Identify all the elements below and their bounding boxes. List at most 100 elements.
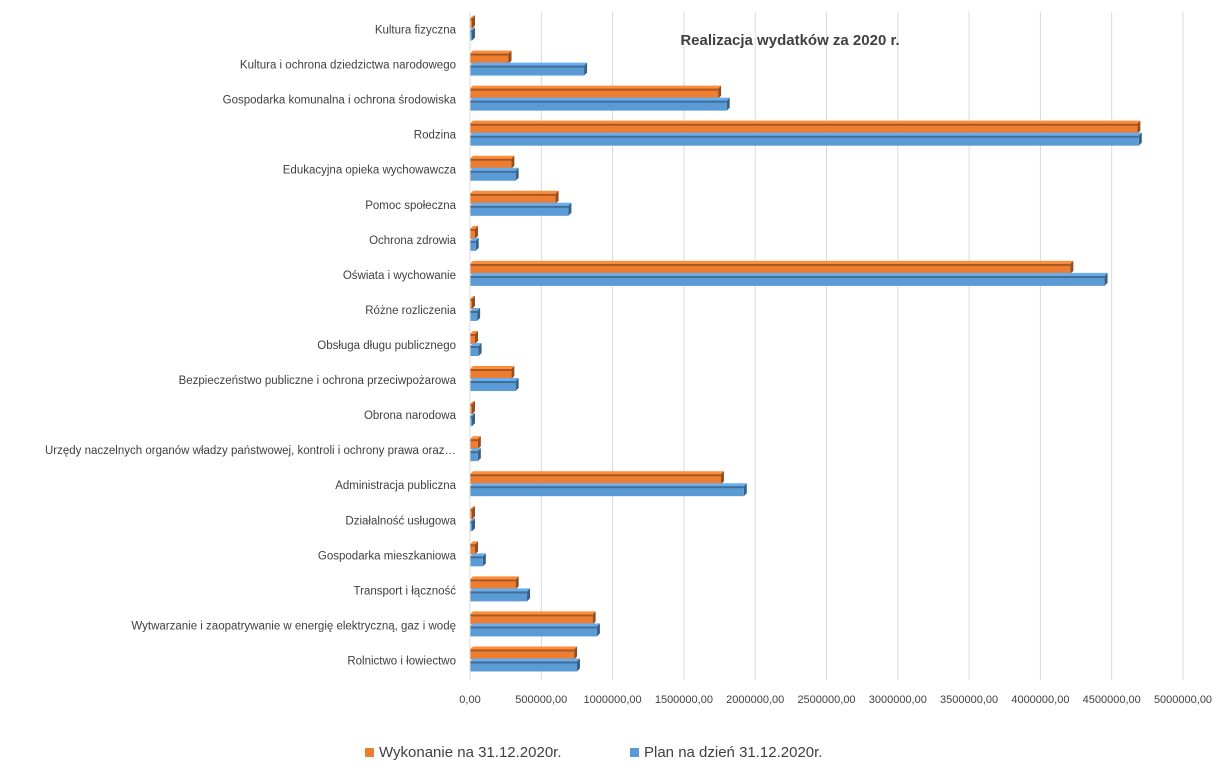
bar-edge bbox=[470, 346, 479, 348]
bar-top bbox=[470, 471, 724, 475]
bar-execution bbox=[470, 85, 722, 99]
x-tick-label: 2500000,00 bbox=[797, 694, 855, 706]
bar-edge bbox=[470, 193, 556, 196]
bar-front bbox=[470, 544, 475, 555]
bar-top bbox=[470, 623, 600, 627]
bar-side bbox=[515, 378, 519, 392]
bar-execution bbox=[470, 401, 475, 415]
x-tick-label: 1500000,00 bbox=[655, 694, 713, 706]
bar-edge bbox=[470, 53, 509, 56]
bar-side bbox=[720, 471, 724, 485]
bar-front bbox=[470, 556, 483, 567]
bar-execution bbox=[470, 576, 519, 590]
bar-top bbox=[470, 155, 515, 159]
category-label: Rolnictwo i łowiectwo bbox=[347, 655, 456, 667]
bar-side bbox=[472, 506, 475, 520]
bar-side bbox=[472, 27, 475, 41]
bar-front bbox=[470, 509, 472, 520]
bar-edge bbox=[470, 614, 593, 617]
bar-side bbox=[527, 588, 531, 602]
bar-top bbox=[470, 190, 559, 194]
bar-edge bbox=[470, 275, 1105, 278]
bar-side bbox=[584, 62, 588, 76]
category-label: Urzędy naczelnych organów władzy państwo… bbox=[45, 445, 456, 457]
bar-side bbox=[596, 623, 600, 637]
x-tick-label: 4000000,00 bbox=[1011, 694, 1069, 706]
bar-side bbox=[568, 202, 572, 216]
category-label: Oświata i wychowanie bbox=[343, 270, 456, 282]
x-tick-label: 3500000,00 bbox=[940, 694, 998, 706]
bar-side bbox=[472, 295, 475, 309]
bar-front bbox=[470, 521, 472, 532]
bar-edge bbox=[470, 509, 472, 512]
bar-top bbox=[470, 85, 722, 89]
category-label: Różne rozliczenia bbox=[365, 305, 456, 317]
bar-side bbox=[574, 646, 578, 660]
bar-plan bbox=[470, 167, 519, 181]
bar-execution bbox=[470, 331, 478, 344]
bar-front bbox=[470, 591, 528, 602]
bar-edge bbox=[470, 88, 719, 91]
bar-side bbox=[1137, 120, 1141, 134]
bar-side bbox=[474, 225, 478, 239]
bar-edge bbox=[470, 334, 475, 336]
x-tick-label: 4500000,00 bbox=[1083, 694, 1141, 706]
bar-front bbox=[470, 100, 727, 111]
bar-top bbox=[470, 378, 519, 382]
bar-side bbox=[592, 611, 596, 625]
bar-top bbox=[470, 237, 479, 241]
bar-front bbox=[470, 193, 556, 204]
bar-front bbox=[470, 263, 1071, 274]
bar-side bbox=[508, 50, 512, 64]
x-tick-label: 500000,00 bbox=[515, 694, 567, 706]
bar-plan bbox=[470, 518, 475, 532]
bar-side bbox=[477, 448, 481, 462]
bar-top bbox=[470, 518, 475, 522]
bar-front bbox=[470, 135, 1139, 146]
bar-front bbox=[470, 661, 577, 672]
bar-side bbox=[515, 576, 519, 590]
legend-label-execution: Wykonanie na 31.12.2020r. bbox=[379, 744, 562, 761]
category-label: Gospodarka komunalna i ochrona środowisk… bbox=[223, 95, 457, 107]
bar-front bbox=[470, 88, 719, 99]
category-labels: Kultura fizyczna Kultura i ochrona dziedz… bbox=[45, 25, 457, 668]
category-label: Bezpieczeństwo publiczne i ochrona przec… bbox=[179, 375, 457, 387]
bar-top bbox=[470, 132, 1142, 136]
bar-execution bbox=[470, 611, 596, 625]
bar-plan bbox=[470, 413, 475, 427]
bar-side bbox=[555, 190, 559, 204]
category-label: Gospodarka mieszkaniowa bbox=[318, 550, 457, 562]
bar-top bbox=[470, 366, 515, 370]
bar-top bbox=[470, 225, 478, 229]
bar-edge bbox=[470, 100, 727, 103]
bar-plan bbox=[470, 132, 1142, 146]
bar-side bbox=[475, 237, 479, 251]
bar-side bbox=[1070, 260, 1074, 274]
bar-top bbox=[470, 646, 578, 650]
bars bbox=[470, 15, 1142, 672]
bar-front bbox=[470, 30, 472, 41]
legend-swatch-plan bbox=[630, 748, 639, 757]
bar-plan bbox=[470, 307, 481, 321]
bar-top bbox=[470, 588, 531, 592]
bar-top bbox=[470, 120, 1141, 124]
bar-execution bbox=[470, 50, 512, 64]
bar-front bbox=[470, 369, 512, 380]
bar-front bbox=[470, 65, 585, 76]
bar-execution bbox=[470, 646, 578, 660]
bar-edge bbox=[470, 240, 476, 243]
bar-top bbox=[470, 62, 588, 66]
bar-top bbox=[470, 343, 482, 346]
bar-plan bbox=[470, 97, 730, 111]
bar-top bbox=[470, 541, 478, 545]
bar-execution bbox=[470, 225, 478, 239]
category-label: Wytwarzanie i zaopatrywanie w energię el… bbox=[131, 620, 456, 632]
category-label: Obrona narodowa bbox=[364, 410, 457, 422]
bar-edge bbox=[470, 205, 569, 208]
bar-front bbox=[470, 298, 472, 309]
bar-front bbox=[470, 205, 569, 216]
bar-edge bbox=[470, 310, 478, 313]
bar-side bbox=[511, 155, 515, 169]
bar-plan bbox=[470, 553, 486, 567]
bar-edge bbox=[470, 661, 577, 664]
